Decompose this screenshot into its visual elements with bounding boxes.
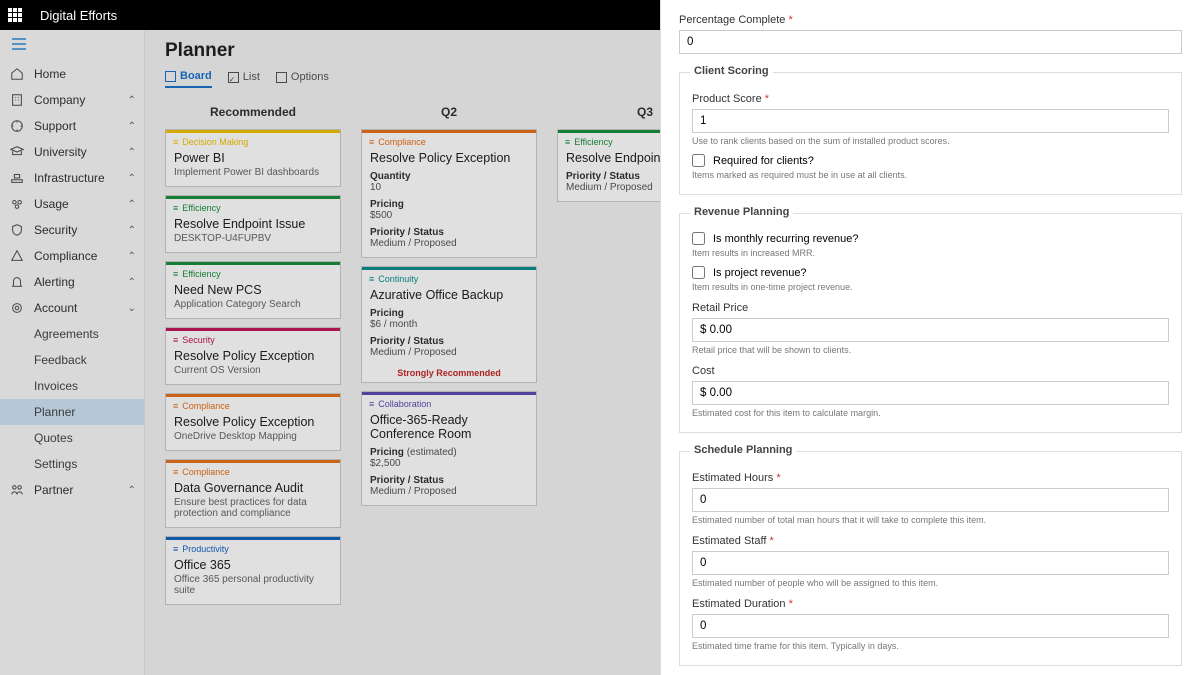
mrr-checkbox[interactable] bbox=[692, 232, 705, 245]
section-client-scoring: Client Scoring Product Score * Use to ra… bbox=[679, 72, 1182, 195]
proj-checkbox[interactable] bbox=[692, 266, 705, 279]
retail-input[interactable] bbox=[692, 318, 1169, 342]
apps-grid-icon[interactable] bbox=[8, 8, 22, 22]
cost-input[interactable] bbox=[692, 381, 1169, 405]
hours-input[interactable] bbox=[692, 488, 1169, 512]
required-checkbox[interactable] bbox=[692, 154, 705, 167]
side-panel: Percentage Complete * Client Scoring Pro… bbox=[660, 0, 1200, 675]
product-score-input[interactable] bbox=[692, 109, 1169, 133]
pct-label: Percentage Complete * bbox=[679, 14, 1182, 26]
section-revenue-planning: Revenue Planning Is monthly recurring re… bbox=[679, 213, 1182, 433]
duration-input[interactable] bbox=[692, 614, 1169, 638]
pct-input[interactable] bbox=[679, 30, 1182, 54]
staff-input[interactable] bbox=[692, 551, 1169, 575]
section-schedule-planning: Schedule Planning Estimated Hours * Esti… bbox=[679, 451, 1182, 666]
product-score-label: Product Score * bbox=[692, 93, 1169, 105]
app-title: Digital Efforts bbox=[40, 8, 117, 23]
